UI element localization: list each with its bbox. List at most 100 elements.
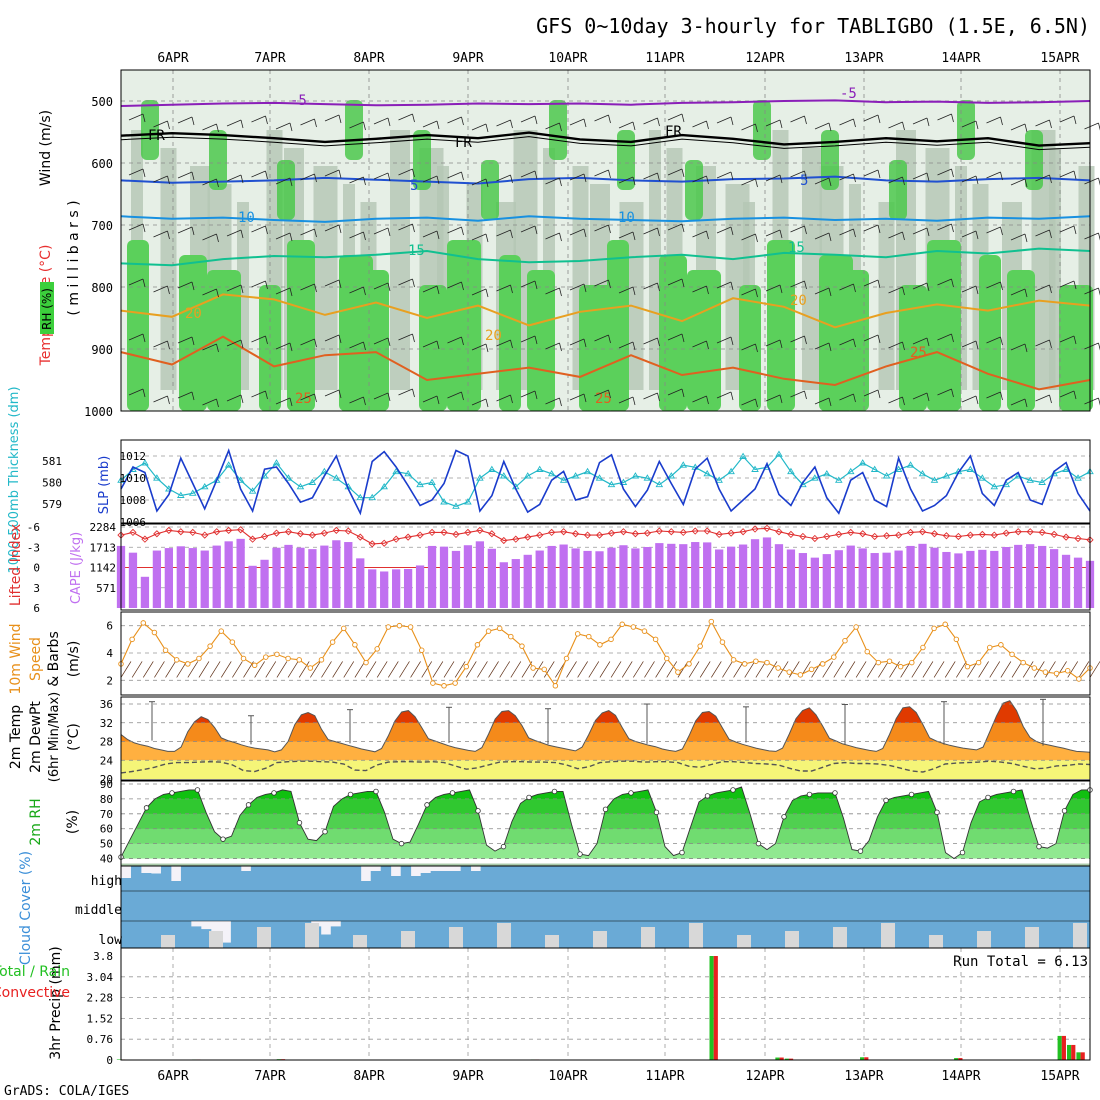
wind-barb [608, 169, 611, 179]
thickness-point [834, 476, 843, 483]
wind-barb [1049, 284, 1052, 294]
cloud-bar-high [200, 866, 212, 891]
wind-speed-point [764, 659, 770, 666]
wind-barb [485, 233, 489, 243]
rh-shading [1049, 148, 1061, 390]
lifted-index-point [380, 539, 388, 547]
cloud-bar-high [670, 866, 681, 891]
wind-barb [153, 285, 168, 293]
cloud-bar-low [670, 921, 681, 948]
wind-barb [191, 336, 195, 346]
wind-barb [520, 170, 536, 178]
thickness-point [1038, 478, 1046, 485]
wind-speed-point [463, 663, 470, 670]
wind-barb [545, 232, 560, 240]
temp-band-hot [121, 700, 1090, 723]
wind-speed-point [207, 643, 213, 649]
wind-barb [128, 278, 144, 286]
top-date-label: 8APR [353, 51, 384, 66]
rh-point [883, 797, 889, 804]
isotherm-5 [120, 175, 1091, 185]
wind-barb [926, 282, 930, 292]
wind-barb [681, 168, 685, 178]
wind-barb [314, 393, 317, 403]
wind-barb [1059, 225, 1075, 233]
lifted-index-point [775, 528, 783, 536]
wind-barb [741, 233, 756, 241]
wind-barb [202, 178, 217, 186]
thickness-point [930, 476, 939, 483]
cloud-bar-high [920, 866, 931, 891]
wind-barb [177, 281, 193, 289]
wind-barb [167, 175, 170, 185]
wind-barb-10m [1000, 661, 1012, 678]
wind-barb [471, 233, 487, 241]
wind-barb-10m [521, 661, 533, 678]
cloud-bar-middle [180, 891, 192, 921]
cape-bar [559, 544, 568, 608]
wind-barb [765, 174, 781, 182]
wind-barb [632, 286, 636, 296]
wind-barb [618, 121, 634, 129]
rh-point [322, 829, 328, 835]
rh-point [475, 808, 481, 814]
precip-convective-bar [864, 1057, 869, 1060]
cloud-bar-middle [860, 891, 871, 921]
thickness-tick: 580 [42, 477, 62, 490]
isotherm-FR [120, 131, 1091, 147]
lifted-index-point [260, 532, 269, 541]
rh-shading [649, 130, 661, 390]
wind-speed-point [998, 642, 1004, 648]
top-date-label: 13APR [844, 51, 883, 66]
wind-barb [1049, 394, 1052, 404]
lifted-index-point [320, 529, 329, 537]
wind-barb [790, 170, 805, 178]
thickness-point [440, 498, 448, 505]
cloud-bar-high [800, 866, 811, 891]
wind-barb [779, 119, 783, 129]
wind-speed-point [819, 661, 826, 667]
thickness-point [655, 480, 664, 488]
wind-speed-point [942, 621, 948, 628]
thickness-point [906, 461, 915, 468]
wind-barb [804, 280, 807, 290]
rh-point [424, 802, 430, 808]
cloud-low-gap [929, 935, 943, 948]
cloud-bar-low [340, 921, 352, 948]
rh-tick: 70 [100, 808, 113, 821]
wind-barb [741, 398, 756, 406]
wind-barb [741, 288, 756, 296]
wind-barb-10m [131, 661, 143, 678]
cloud-bar-middle [350, 891, 362, 921]
wind-barb [520, 335, 536, 343]
cloud-bar-low [630, 921, 641, 948]
cloud-bar-middle [900, 891, 911, 921]
wind-barb [716, 391, 732, 399]
top-date-label: 6APR [157, 51, 188, 66]
wind-speed-point [831, 654, 837, 660]
wind-barb [975, 230, 979, 240]
footer-credit: GrADS: COLA/IGES [4, 1084, 129, 1099]
wind-barb [569, 283, 585, 291]
wind-barb [191, 171, 195, 181]
thickness-point [523, 472, 532, 479]
lifted-index-point [607, 529, 616, 537]
cloud-bar-low [810, 921, 821, 948]
cloud-low-gap [305, 923, 319, 948]
wind-barb-10m [120, 661, 132, 678]
wind-barb [226, 229, 242, 237]
wind-barb [569, 338, 585, 346]
precip-legend-convective: Convective [0, 985, 70, 1001]
cloud-bar-high [470, 871, 482, 891]
wind-barb [1035, 339, 1050, 347]
cape-bar [1049, 549, 1059, 608]
precip-convective-bar [958, 1058, 963, 1060]
wind-barb [398, 223, 413, 231]
rh2m-axis-title-line1: 2m RH [28, 798, 44, 845]
wind-barb [349, 341, 364, 349]
cape-bar [451, 550, 461, 608]
cloud-bar-high [320, 866, 332, 891]
wind-barb [937, 278, 952, 286]
wind-barb [1059, 115, 1075, 123]
lifted-index-point [452, 530, 460, 539]
